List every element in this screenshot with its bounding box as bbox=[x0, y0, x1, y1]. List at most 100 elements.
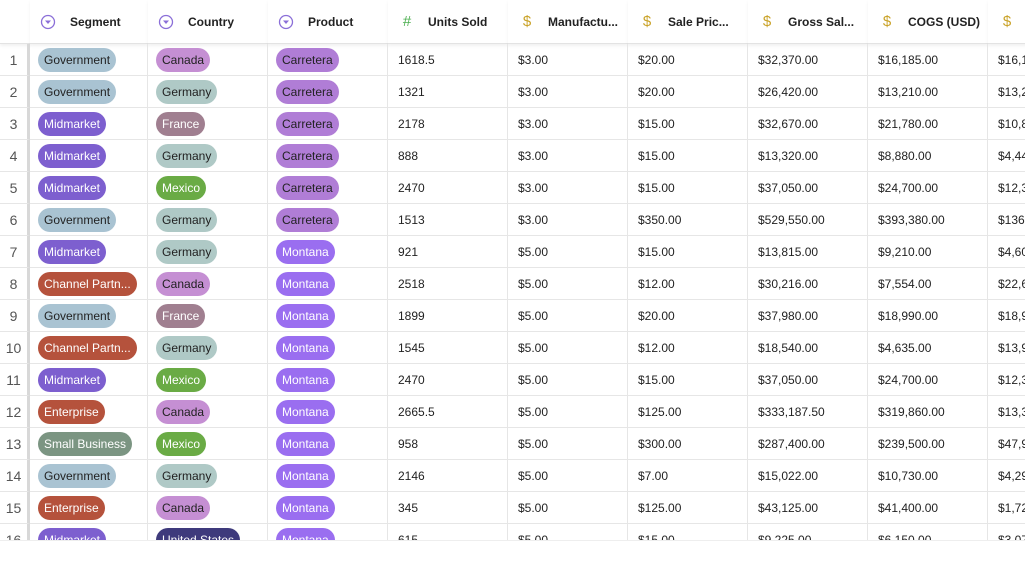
cell[interactable]: Montana bbox=[268, 492, 388, 524]
cell[interactable]: $5.00 bbox=[508, 428, 628, 460]
cell[interactable]: $37,050.00 bbox=[748, 364, 868, 396]
cell[interactable]: Montana bbox=[268, 396, 388, 428]
cell[interactable]: Carretera bbox=[268, 172, 388, 204]
cell[interactable]: 1899 bbox=[388, 300, 508, 332]
cell[interactable]: $16,185.00 bbox=[868, 44, 988, 76]
cell[interactable]: Canada bbox=[148, 44, 268, 76]
cell[interactable]: 888 bbox=[388, 140, 508, 172]
cell[interactable]: Government bbox=[30, 76, 148, 108]
cell[interactable]: Montana bbox=[268, 300, 388, 332]
cell[interactable]: 958 bbox=[388, 428, 508, 460]
cell[interactable]: $43,125.00 bbox=[748, 492, 868, 524]
cell[interactable]: Midmarket bbox=[30, 172, 148, 204]
cell[interactable]: Mexico bbox=[148, 172, 268, 204]
cell[interactable]: 345 bbox=[388, 492, 508, 524]
cell[interactable]: $13,9 bbox=[988, 332, 1025, 364]
cell[interactable]: Government bbox=[30, 300, 148, 332]
cell[interactable]: 921 bbox=[388, 236, 508, 268]
cell[interactable]: $5.00 bbox=[508, 492, 628, 524]
cell[interactable]: 2665.5 bbox=[388, 396, 508, 428]
cell[interactable]: Germany bbox=[148, 204, 268, 236]
cell[interactable]: $41,400.00 bbox=[868, 492, 988, 524]
cell[interactable]: $9,225.00 bbox=[748, 524, 868, 540]
cell[interactable]: Carretera bbox=[268, 108, 388, 140]
cell[interactable]: 2178 bbox=[388, 108, 508, 140]
cell[interactable]: $15.00 bbox=[628, 140, 748, 172]
cell[interactable]: Enterprise bbox=[30, 492, 148, 524]
cell[interactable]: $5.00 bbox=[508, 332, 628, 364]
cell[interactable]: $3.00 bbox=[508, 76, 628, 108]
column-header[interactable]: Product bbox=[268, 0, 388, 44]
cell[interactable]: $393,380.00 bbox=[868, 204, 988, 236]
cell[interactable]: $3,07 bbox=[988, 524, 1025, 541]
cell[interactable]: $15.00 bbox=[628, 172, 748, 204]
cell[interactable]: $26,420.00 bbox=[748, 76, 868, 108]
cell[interactable]: 2518 bbox=[388, 268, 508, 300]
cell[interactable]: Government bbox=[30, 44, 148, 76]
cell[interactable]: $4,635.00 bbox=[868, 332, 988, 364]
column-header[interactable]: $ COGS (USD) bbox=[868, 0, 988, 44]
cell[interactable]: $21,780.00 bbox=[868, 108, 988, 140]
cell[interactable]: 1545 bbox=[388, 332, 508, 364]
cell[interactable]: $5.00 bbox=[508, 460, 628, 492]
cell[interactable]: Montana bbox=[268, 428, 388, 460]
cell[interactable]: $9,210.00 bbox=[868, 236, 988, 268]
cell[interactable]: $5.00 bbox=[508, 364, 628, 396]
cell[interactable]: $15.00 bbox=[628, 364, 748, 396]
cell[interactable]: 1513 bbox=[388, 204, 508, 236]
cell[interactable]: $24,700.00 bbox=[868, 364, 988, 396]
cell[interactable]: $37,050.00 bbox=[748, 172, 868, 204]
cell[interactable]: $20.00 bbox=[628, 76, 748, 108]
cell[interactable]: $13,2 bbox=[988, 76, 1025, 108]
cell[interactable]: $4,44 bbox=[988, 140, 1025, 172]
cell[interactable]: 1618.5 bbox=[388, 44, 508, 76]
cell[interactable]: Canada bbox=[148, 396, 268, 428]
cell[interactable]: Montana bbox=[268, 524, 388, 540]
cell[interactable]: $12.00 bbox=[628, 332, 748, 364]
cell[interactable]: $319,860.00 bbox=[868, 396, 988, 428]
cell[interactable]: $333,187.50 bbox=[748, 396, 868, 428]
cell[interactable]: France bbox=[148, 108, 268, 140]
cell[interactable]: Carretera bbox=[268, 204, 388, 236]
cell[interactable]: $20.00 bbox=[628, 300, 748, 332]
cell[interactable]: $5.00 bbox=[508, 300, 628, 332]
cell[interactable]: $10,730.00 bbox=[868, 460, 988, 492]
cell[interactable]: $3.00 bbox=[508, 204, 628, 236]
cell[interactable]: $5.00 bbox=[508, 524, 628, 540]
cell[interactable]: $8,880.00 bbox=[868, 140, 988, 172]
cell[interactable]: $7,554.00 bbox=[868, 268, 988, 300]
cell[interactable]: $125.00 bbox=[628, 492, 748, 524]
cell[interactable]: $529,550.00 bbox=[748, 204, 868, 236]
column-header[interactable]: $ Gross Sal... bbox=[748, 0, 868, 44]
cell[interactable]: 2146 bbox=[388, 460, 508, 492]
cell[interactable]: United States bbox=[148, 524, 268, 540]
cell[interactable]: $18,990.00 bbox=[868, 300, 988, 332]
cell[interactable]: $3.00 bbox=[508, 44, 628, 76]
cell[interactable]: Midmarket bbox=[30, 108, 148, 140]
cell[interactable]: $15.00 bbox=[628, 236, 748, 268]
cell[interactable]: Channel Partn... bbox=[30, 268, 148, 300]
cell[interactable]: $30,216.00 bbox=[748, 268, 868, 300]
cell[interactable]: $13,210.00 bbox=[868, 76, 988, 108]
cell[interactable]: Mexico bbox=[148, 428, 268, 460]
cell[interactable]: $32,370.00 bbox=[748, 44, 868, 76]
cell[interactable]: $6,150.00 bbox=[868, 524, 988, 540]
cell[interactable]: $125.00 bbox=[628, 396, 748, 428]
cell[interactable]: $47,9 bbox=[988, 428, 1025, 460]
cell[interactable]: $20.00 bbox=[628, 44, 748, 76]
cell[interactable]: $37,980.00 bbox=[748, 300, 868, 332]
cell[interactable]: $15.00 bbox=[628, 524, 748, 540]
cell[interactable]: $13,815.00 bbox=[748, 236, 868, 268]
cell[interactable]: Government bbox=[30, 204, 148, 236]
cell[interactable]: Montana bbox=[268, 332, 388, 364]
cell[interactable]: $18,540.00 bbox=[748, 332, 868, 364]
cell[interactable]: $287,400.00 bbox=[748, 428, 868, 460]
cell[interactable]: $3.00 bbox=[508, 172, 628, 204]
cell[interactable]: Mexico bbox=[148, 364, 268, 396]
cell[interactable]: Montana bbox=[268, 364, 388, 396]
cell[interactable]: $13,3 bbox=[988, 396, 1025, 428]
cell[interactable]: 1321 bbox=[388, 76, 508, 108]
cell[interactable]: Canada bbox=[148, 492, 268, 524]
cell[interactable]: Canada bbox=[148, 268, 268, 300]
column-header[interactable]: # Units Sold bbox=[388, 0, 508, 44]
